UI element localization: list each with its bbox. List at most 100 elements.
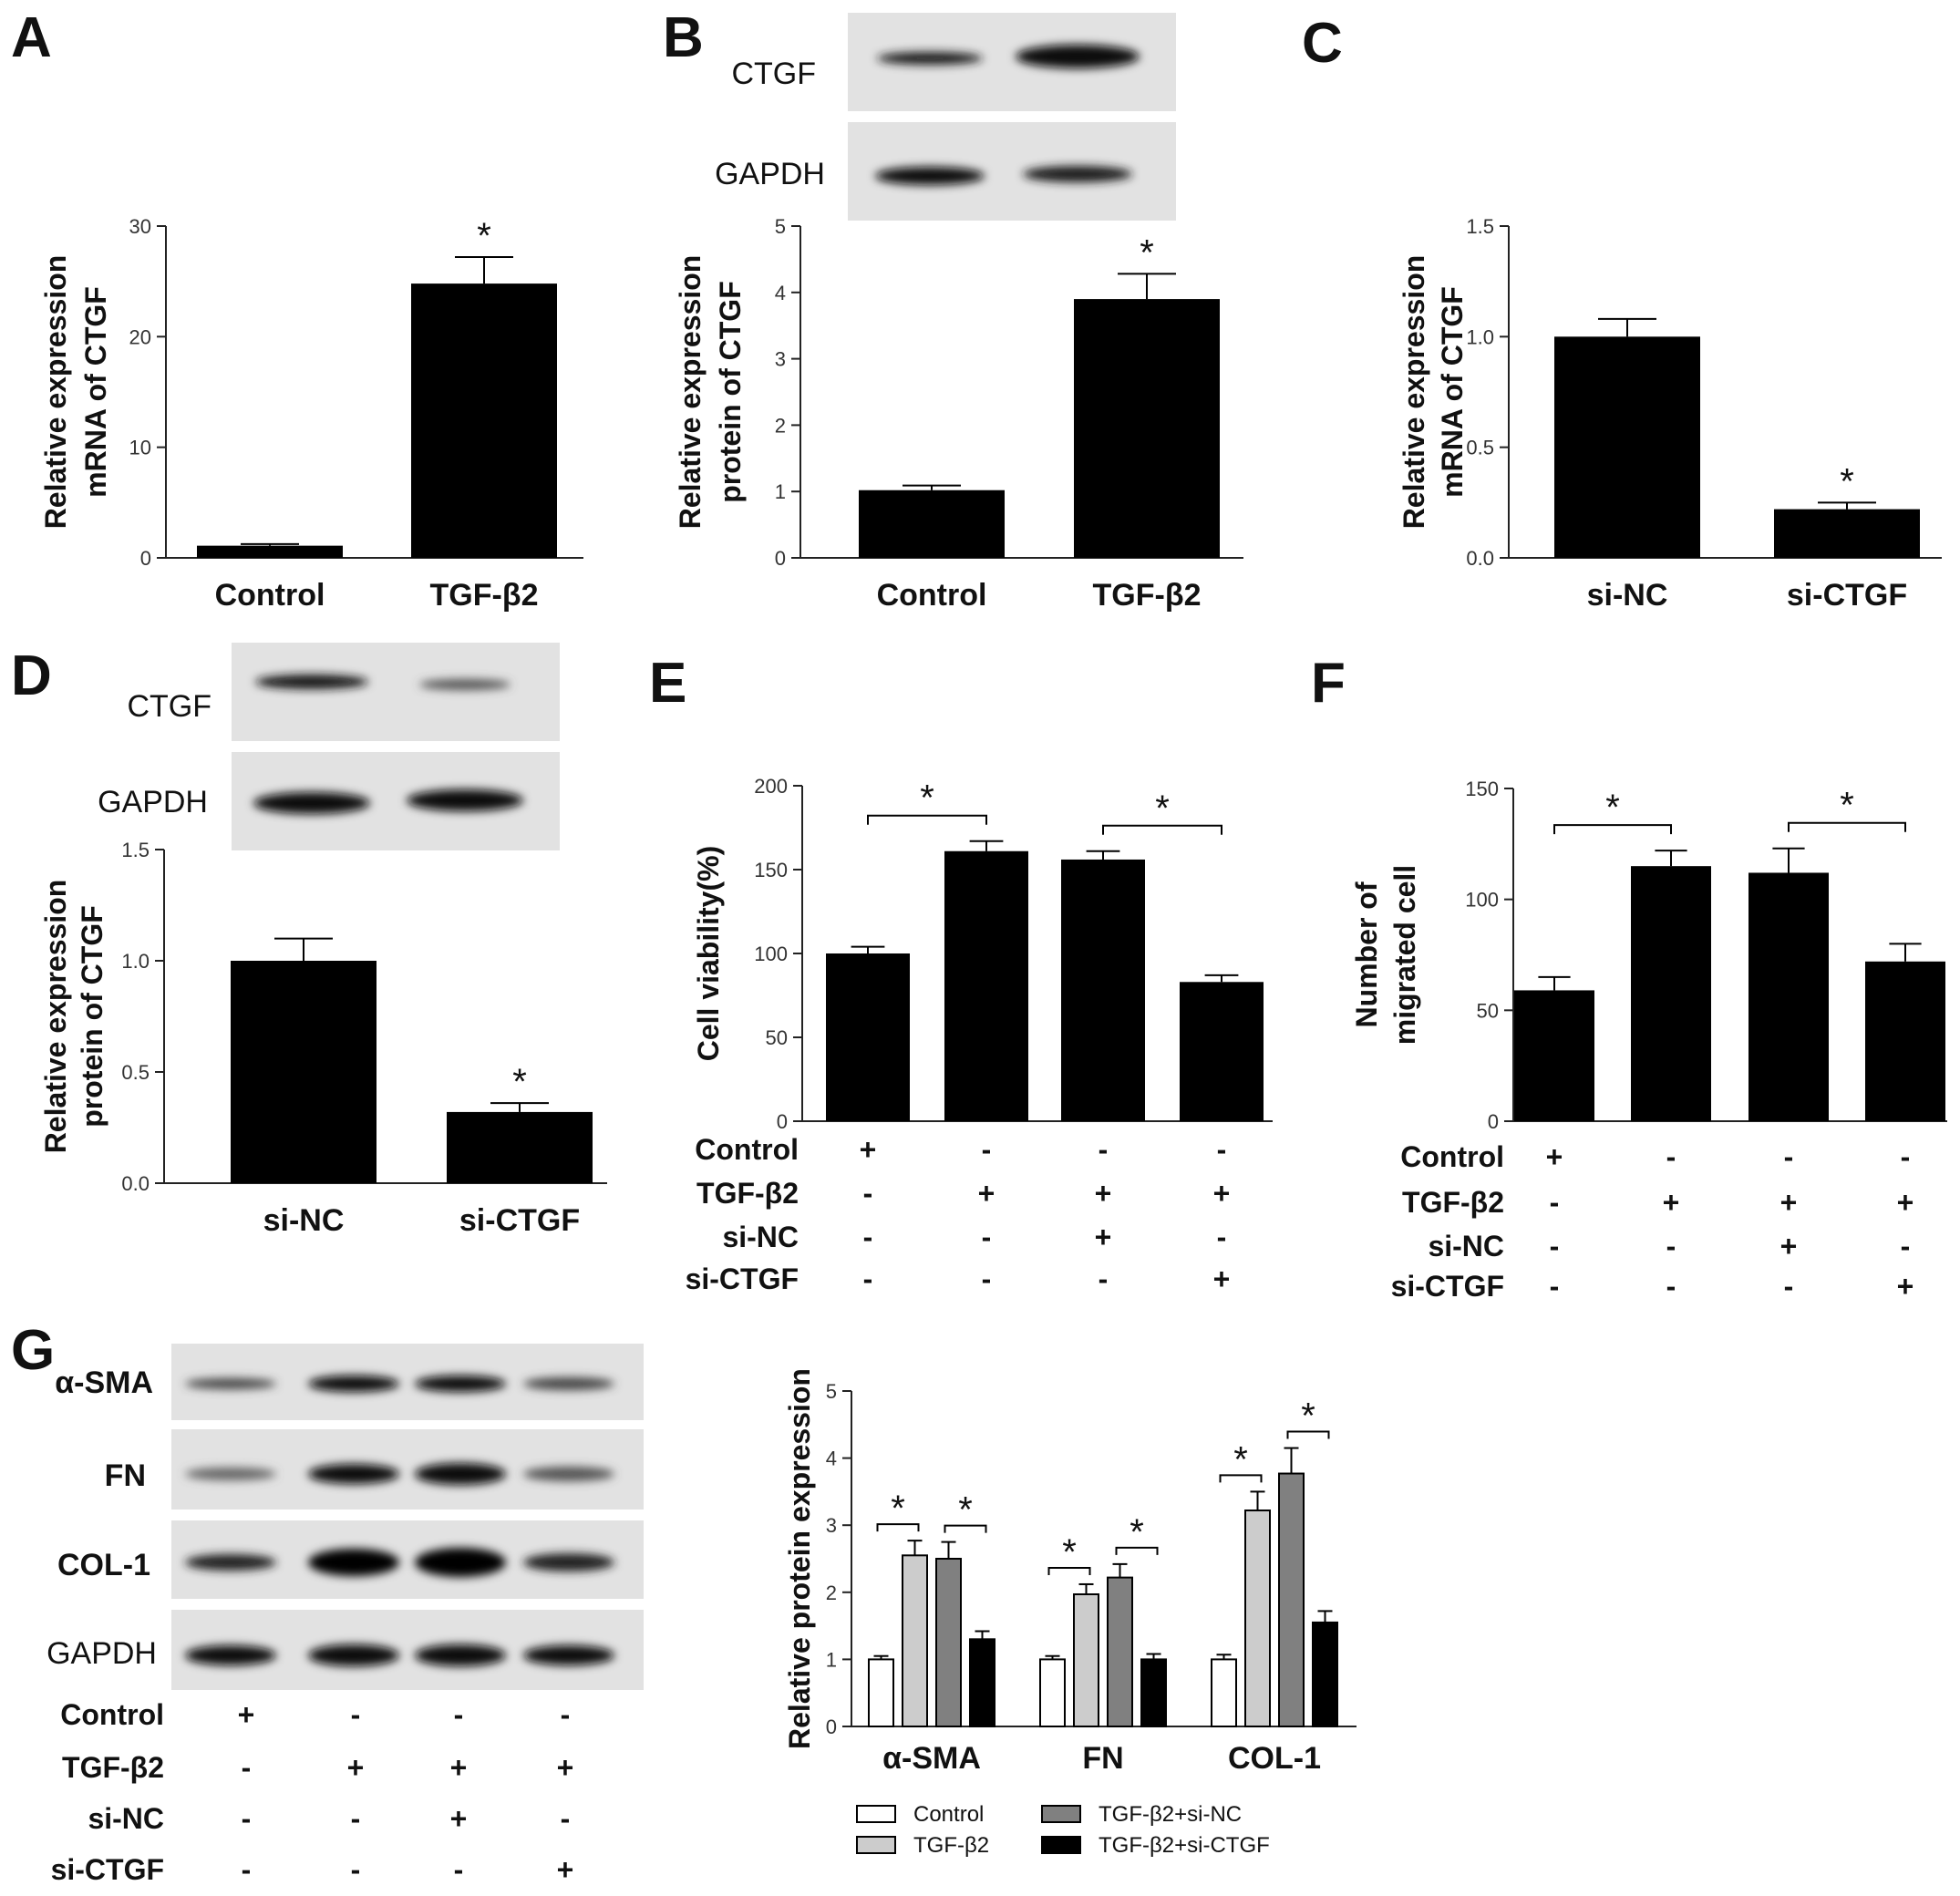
minus-sign: - — [1550, 1186, 1560, 1219]
bar — [447, 1111, 593, 1183]
minus-sign: - — [863, 1221, 873, 1253]
significance-bracket — [876, 1523, 920, 1532]
blot-band — [523, 1553, 614, 1571]
blot-band — [1023, 166, 1132, 182]
bar — [231, 961, 377, 1183]
x-category-label: si-CTGF — [459, 1203, 580, 1238]
minus-sign: - — [242, 1853, 252, 1886]
x-category-label: Control — [877, 578, 987, 613]
minus-sign: - — [1666, 1230, 1676, 1262]
significance-bracket — [1115, 1546, 1159, 1555]
plus-sign: + — [238, 1698, 255, 1731]
x-category-label: COL-1 — [1228, 1741, 1321, 1776]
blot-band — [407, 789, 523, 811]
y-tick-label: 100 — [1465, 889, 1499, 912]
treatment-label: TGF-β2 — [1402, 1186, 1504, 1219]
y-tick-label: 20 — [129, 325, 151, 348]
y-axis-label: mRNA of CTGF — [1436, 286, 1469, 498]
bar — [1312, 1621, 1338, 1728]
significance-bracket — [944, 1524, 987, 1533]
panel-letter-g: G — [11, 1319, 55, 1382]
blot-band — [875, 167, 985, 185]
chart-g: 0 1 2 3 4 5 * * α-SMA * * FN * * COL-1 Relative protein… — [783, 1368, 1357, 1776]
y-tick-label: 1.0 — [1466, 325, 1494, 348]
plus-sign: + — [1897, 1186, 1914, 1219]
significance-bracket — [1102, 824, 1222, 835]
bar — [1140, 1658, 1167, 1728]
significance-bracket — [1047, 1566, 1091, 1575]
y-tick-label: 0 — [1488, 1110, 1499, 1133]
plus-sign: + — [978, 1177, 995, 1210]
significance-star: * — [1155, 788, 1170, 829]
y-tick-label: 10 — [129, 437, 151, 459]
minus-sign: - — [454, 1853, 464, 1886]
y-axis-label: Relative expression — [674, 255, 707, 530]
blot-band — [308, 1549, 399, 1576]
blot-g-label-col1: COL-1 — [57, 1548, 150, 1582]
y-tick-label: 50 — [1477, 999, 1499, 1022]
minus-sign: - — [242, 1802, 252, 1835]
plus-sign: + — [450, 1751, 468, 1784]
bar — [1749, 872, 1829, 1121]
y-axis-label: Relative expression — [1398, 255, 1430, 530]
significance-star: * — [1605, 788, 1620, 828]
bar — [1107, 1576, 1133, 1728]
significance-star: * — [1840, 461, 1854, 501]
significance-bracket — [1219, 1474, 1263, 1483]
significance-star: * — [958, 1490, 973, 1530]
significance-bracket — [1788, 821, 1906, 832]
panel-letter-f: F — [1311, 652, 1346, 715]
bar — [197, 545, 343, 558]
bar — [969, 1638, 995, 1727]
minus-sign: - — [351, 1802, 361, 1835]
y-tick-label: 4 — [826, 1448, 837, 1470]
bar — [1074, 299, 1220, 558]
y-tick-label: 0.5 — [1466, 437, 1494, 459]
y-tick-label: 200 — [754, 775, 788, 798]
bar — [411, 283, 557, 558]
minus-sign: - — [1666, 1270, 1676, 1303]
y-axis-label: migrated cell — [1388, 865, 1421, 1045]
chart-g-legend: Control TGF-β2 TGF-β2+si-NC TGF-β2+si-CTGF — [856, 1802, 1270, 1858]
blot-band — [308, 1376, 399, 1392]
minus-sign: - — [1901, 1230, 1911, 1262]
plus-sign: + — [1095, 1177, 1112, 1210]
x-category-label: Control — [215, 578, 325, 613]
minus-sign: - — [982, 1133, 992, 1166]
y-tick-label: 5 — [775, 215, 786, 238]
panel-letter-c: C — [1302, 12, 1343, 75]
significance-bracket — [1286, 1430, 1330, 1439]
blot-g-label-asma: α-SMA — [55, 1365, 153, 1400]
blot-band — [419, 679, 511, 690]
y-axis-label: protein of CTGF — [76, 905, 108, 1128]
bar — [935, 1558, 962, 1727]
blot-band — [415, 1376, 506, 1392]
significance-star: * — [1130, 1512, 1144, 1552]
significance-star: * — [920, 778, 934, 819]
significance-star: * — [1840, 786, 1854, 826]
x-category-label: si-NC — [1587, 578, 1668, 613]
chart-f: 0 50 100 150 * * Number of migrated cell — [1350, 778, 1947, 1133]
y-tick-label: 2 — [775, 414, 786, 437]
chart-a: 0 10 20 30 Control TGF-β2 * Relative expression… — [39, 215, 583, 613]
panel-letter-a: A — [11, 6, 52, 69]
bar — [1244, 1510, 1271, 1728]
minus-sign: - — [982, 1221, 992, 1253]
y-tick-label: 1 — [775, 480, 786, 503]
plus-sign: + — [1780, 1186, 1798, 1219]
blot-band — [877, 52, 983, 65]
y-tick-label: 0 — [775, 547, 786, 570]
minus-sign: - — [1550, 1230, 1560, 1262]
treatment-label: si-NC — [1428, 1230, 1504, 1262]
treatment-table-f: Control + - - - TGF-β2 - + + + si-NC - - + - si-CTGF - - -… — [1391, 1140, 1914, 1303]
x-category-label: α-SMA — [882, 1741, 981, 1776]
minus-sign: - — [1666, 1140, 1676, 1173]
minus-sign: - — [351, 1698, 361, 1731]
y-tick-label: 0 — [140, 547, 151, 570]
panel-letter-d: D — [11, 644, 52, 707]
blot-g: α-SMA FN COL-1 GAPDH — [46, 1344, 644, 1690]
treatment-label: Control — [1400, 1140, 1504, 1173]
blot-band — [308, 1644, 399, 1666]
y-axis-label: Number of — [1350, 881, 1383, 1027]
